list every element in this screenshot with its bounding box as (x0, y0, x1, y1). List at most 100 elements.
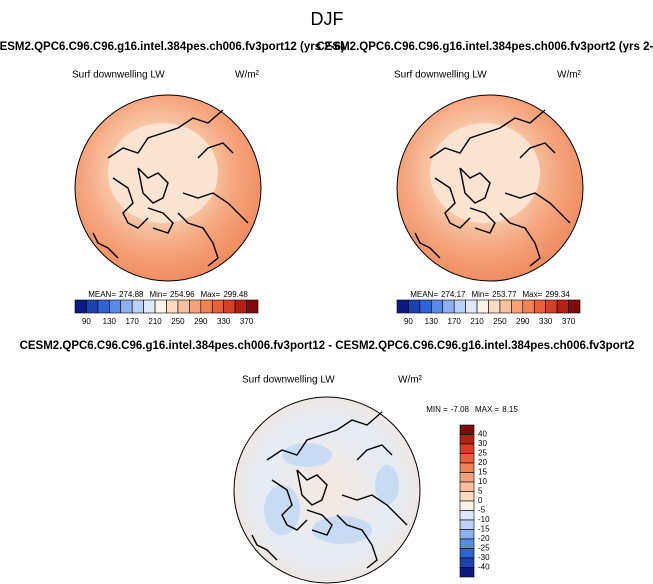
color-box (533, 299, 546, 314)
map-disk (233, 396, 421, 584)
units-label: W/m² (235, 70, 260, 81)
stats: MEAN= 274.88 Min= 254.96 Max= 299.48 (88, 290, 248, 299)
color-box (459, 519, 475, 530)
colorbar-label: 90 (404, 317, 413, 326)
color-box (431, 299, 444, 314)
coastline (499, 212, 541, 267)
colorbar-label: 20 (478, 458, 487, 467)
color-box (143, 299, 156, 314)
colorbar-label: 130 (103, 317, 117, 326)
coastline (414, 232, 441, 259)
units-label: W/m² (398, 375, 423, 386)
color-box (511, 299, 524, 314)
stat-value: -7.08 (451, 405, 470, 414)
panel-title: CESM2.QPC6.C96.C96.g16.intel.384pes.ch00… (20, 340, 635, 352)
colorbar-label: -5 (478, 506, 486, 515)
colorbar-label: 25 (478, 449, 487, 458)
coastline (296, 469, 328, 506)
stats: MEAN= 274.17 Min= 253.77 Max= 299.34 (410, 290, 570, 299)
colorbar-label: 250 (171, 317, 185, 326)
colorbar-label: 5 (478, 487, 483, 496)
stat-value: 299.34 (545, 290, 570, 299)
colorbar-label: 170 (126, 317, 140, 326)
color-box (556, 299, 569, 314)
color-box (86, 299, 99, 314)
coastline (112, 177, 149, 229)
stat-label: MAX = (475, 405, 500, 414)
coastline (271, 479, 308, 531)
colorbar-label: 40 (478, 430, 487, 439)
coastline (341, 494, 408, 526)
panel-title: CESM2.QPC6.C96.C96.g16.intel.384pes.ch00… (316, 41, 653, 53)
coastlines (251, 411, 408, 569)
coastline (504, 192, 571, 224)
colorbar-label: 130 (425, 317, 439, 326)
color-box (177, 299, 190, 314)
colorbar-label: -25 (478, 544, 490, 553)
stat-value: 253.77 (492, 290, 517, 299)
stats: MIN = -7.08 MAX = 8.15 (426, 405, 518, 414)
colorbar-label: 210 (148, 317, 162, 326)
stat-label: MEAN= (88, 290, 116, 299)
color-box (131, 299, 144, 314)
stat-label: MEAN= (410, 290, 438, 299)
colorbar-label: 90 (82, 317, 91, 326)
color-box (459, 548, 475, 559)
color-box (459, 567, 475, 578)
color-box (211, 299, 224, 314)
contour-region (282, 443, 332, 467)
coastline (251, 534, 278, 561)
coastline (147, 207, 174, 234)
units-label: W/m² (557, 70, 582, 81)
color-box (120, 299, 133, 314)
contour-region (264, 485, 300, 535)
colorbar-label: 0 (478, 496, 483, 505)
coastline (356, 444, 393, 461)
color-box (154, 299, 167, 314)
stat-value: 274.88 (119, 290, 144, 299)
coastline (177, 212, 219, 267)
color-box (234, 299, 247, 314)
color-box (453, 299, 466, 314)
colorbar-label: -40 (478, 563, 490, 572)
color-box (459, 462, 475, 473)
color-box (223, 299, 236, 314)
colorbar-label: 330 (217, 317, 231, 326)
color-box (408, 299, 421, 314)
stat-value: 299.48 (223, 290, 248, 299)
colorbar-label: 15 (478, 468, 487, 477)
coastline (92, 232, 119, 259)
variable-label: Surf downwelling LW (242, 375, 335, 386)
coastline (469, 207, 496, 234)
stat-value: 8.15 (502, 405, 518, 414)
coastline (306, 509, 333, 536)
color-box (568, 299, 581, 314)
color-box (442, 299, 455, 314)
variable-label: Surf downwelling LW (394, 70, 487, 81)
stat-label: MIN = (426, 405, 448, 414)
contour-region (430, 123, 540, 223)
color-box (166, 299, 179, 314)
color-box (459, 453, 475, 464)
contour-region (312, 516, 372, 544)
color-box (459, 424, 475, 435)
colorbar-label: 370 (240, 317, 254, 326)
color-box (522, 299, 535, 314)
colorbar-label: 290 (516, 317, 530, 326)
color-box (459, 538, 475, 549)
color-box (459, 557, 475, 568)
contour-region (108, 123, 218, 223)
color-box (499, 299, 512, 314)
colorbar-label: 170 (448, 317, 462, 326)
colorbar-label: -30 (478, 553, 490, 562)
color-box (97, 299, 110, 314)
color-box (476, 299, 489, 314)
colorbar-label: 330 (539, 317, 553, 326)
color-box (459, 472, 475, 483)
coastline (107, 109, 224, 159)
colorbar-label: -20 (478, 534, 490, 543)
colorbar-label: 370 (562, 317, 576, 326)
color-box (459, 500, 475, 511)
figure-title: DJF (311, 9, 344, 29)
